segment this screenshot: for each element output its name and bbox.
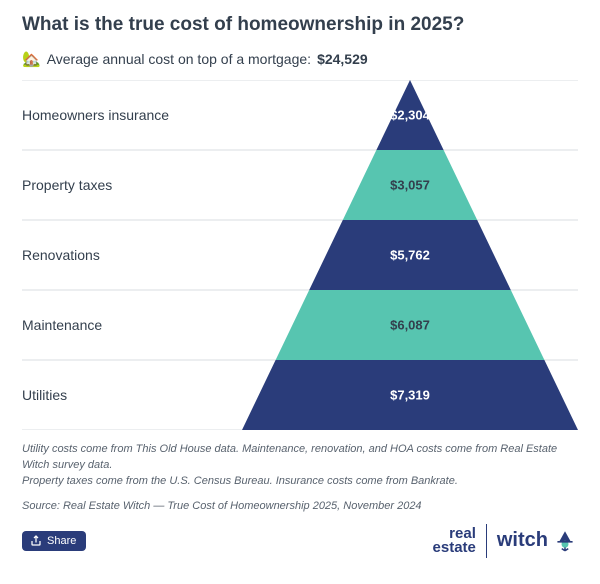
slice-label: Maintenance — [22, 317, 102, 333]
slice-value: $6,087 — [390, 317, 430, 332]
chart-source: Source: Real Estate Witch — True Cost of… — [22, 500, 578, 512]
brand-real-estate: real estate — [433, 527, 476, 556]
slice-value: $3,057 — [390, 177, 430, 192]
slice-label: Utilities — [22, 387, 67, 403]
share-icon — [30, 535, 42, 547]
share-button[interactable]: Share — [22, 531, 86, 551]
house-icon: 🏡 — [22, 50, 41, 68]
share-label: Share — [47, 535, 76, 547]
slice-label: Property taxes — [22, 177, 112, 193]
pyramid-chart: Homeowners insurance Property taxes Renova… — [22, 80, 578, 430]
subtitle-amount: $24,529 — [317, 51, 368, 67]
slice-label: Homeowners insurance — [22, 107, 169, 123]
footnote-line: Property taxes come from the U.S. Census… — [22, 474, 578, 490]
slice-value: $7,319 — [390, 387, 430, 402]
footnote-line: Utility costs come from This Old House d… — [22, 442, 578, 474]
subtitle-prefix: Average annual cost on top of a mortgage… — [47, 51, 311, 67]
chart-subtitle: 🏡 Average annual cost on top of a mortga… — [22, 50, 578, 68]
brand-divider — [486, 524, 487, 558]
brand-witch: witch — [497, 528, 578, 554]
witch-icon — [552, 528, 578, 554]
brand-text: witch — [497, 529, 548, 552]
slice-value: $5,762 — [390, 247, 430, 262]
slice-value: $2,304 — [390, 107, 431, 122]
slice-label: Renovations — [22, 247, 100, 263]
chart-title: What is the true cost of homeownership i… — [22, 14, 578, 36]
brand-logo: real estate witch — [433, 524, 578, 558]
chart-footnote: Utility costs come from This Old House d… — [22, 442, 578, 490]
brand-text: estate — [433, 541, 476, 555]
